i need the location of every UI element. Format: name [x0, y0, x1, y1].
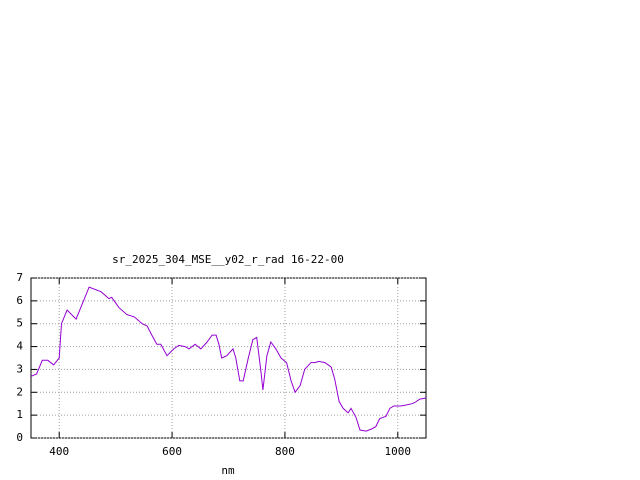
y-tick-label: 1 — [16, 408, 23, 421]
data-line — [30, 286, 427, 432]
x-axis-label: nm — [221, 464, 235, 477]
y-tick-label: 3 — [16, 362, 23, 375]
y-tick-label: 2 — [16, 385, 23, 398]
x-tick-label: 800 — [275, 445, 295, 458]
x-tick-label: 400 — [49, 445, 69, 458]
x-tick-label: 1000 — [385, 445, 412, 458]
y-tick-label: 7 — [16, 271, 23, 284]
x-tick-label: 600 — [162, 445, 182, 458]
y-tick-label: 0 — [16, 431, 23, 444]
y-tick-label: 4 — [16, 340, 23, 353]
y-tick-label: 6 — [16, 294, 23, 307]
plot-frame — [30, 277, 427, 439]
chart-title: sr_2025_304_MSE__y02_r_rad 16-22-00 — [112, 253, 344, 266]
y-tick-label: 5 — [16, 317, 23, 330]
